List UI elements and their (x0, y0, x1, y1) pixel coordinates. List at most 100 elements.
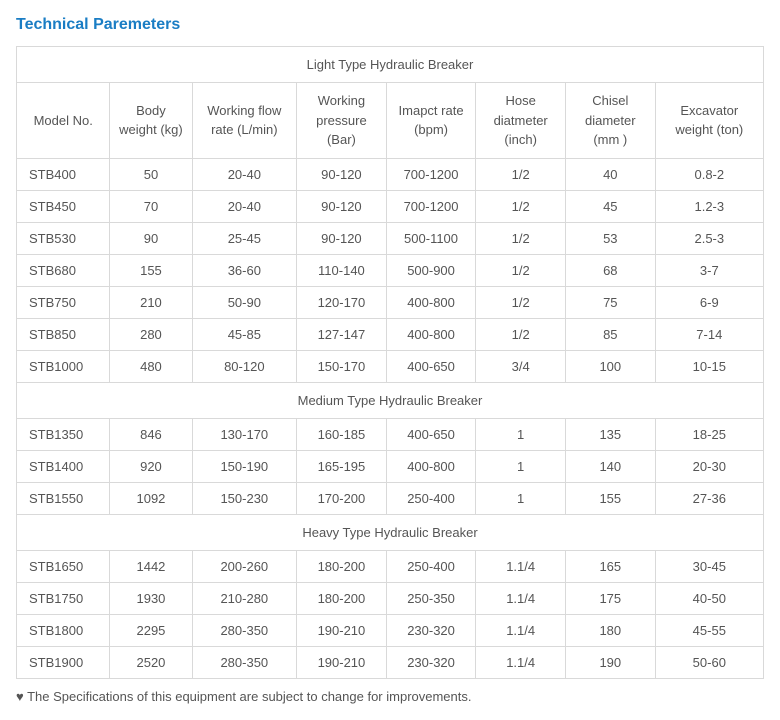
column-header: Body weight (kg) (110, 83, 192, 159)
table-row: STB4005020-4090-120700-12001/2400.8-2 (17, 158, 764, 190)
cell-value: 140 (565, 450, 655, 482)
column-header: Model No. (17, 83, 110, 159)
cell-model: STB1750 (17, 582, 110, 614)
cell-value: 200-260 (192, 550, 297, 582)
cell-value: 45-55 (655, 614, 763, 646)
table-row: STB16501442200-260180-200250-4001.1/4165… (17, 550, 764, 582)
cell-value: 150-230 (192, 482, 297, 514)
cell-value: 700-1200 (386, 190, 476, 222)
cell-value: 53 (565, 222, 655, 254)
table-row: STB18002295280-350190-210230-3201.1/4180… (17, 614, 764, 646)
table-row: STB68015536-60110-140500-9001/2683-7 (17, 254, 764, 286)
cell-value: 7-14 (655, 318, 763, 350)
cell-value: 80-120 (192, 350, 297, 382)
cell-value: 90-120 (297, 158, 387, 190)
cell-value: 45-85 (192, 318, 297, 350)
cell-value: 250-400 (386, 550, 476, 582)
cell-value: 27-36 (655, 482, 763, 514)
cell-value: 150-190 (192, 450, 297, 482)
cell-value: 90 (110, 222, 192, 254)
cell-value: 190-210 (297, 646, 387, 678)
cell-model: STB530 (17, 222, 110, 254)
cell-value: 400-800 (386, 318, 476, 350)
table-row: STB75021050-90120-170400-8001/2756-9 (17, 286, 764, 318)
cell-value: 1 (476, 418, 566, 450)
cell-value: 20-30 (655, 450, 763, 482)
cell-value: 250-400 (386, 482, 476, 514)
cell-value: 50-90 (192, 286, 297, 318)
column-header: Working pressure (Bar) (297, 83, 387, 159)
column-header: Imapct rate (bpm) (386, 83, 476, 159)
cell-value: 6-9 (655, 286, 763, 318)
cell-value: 155 (110, 254, 192, 286)
table-row: STB5309025-4590-120500-11001/2532.5-3 (17, 222, 764, 254)
cell-value: 165-195 (297, 450, 387, 482)
cell-value: 1092 (110, 482, 192, 514)
column-header: Working flow rate (L/min) (192, 83, 297, 159)
cell-value: 400-650 (386, 350, 476, 382)
cell-model: STB450 (17, 190, 110, 222)
cell-value: 180 (565, 614, 655, 646)
cell-value: 155 (565, 482, 655, 514)
cell-value: 3-7 (655, 254, 763, 286)
table-row: STB100048080-120150-170400-6503/410010-1… (17, 350, 764, 382)
cell-model: STB400 (17, 158, 110, 190)
cell-value: 1/2 (476, 254, 566, 286)
cell-value: 1442 (110, 550, 192, 582)
cell-value: 40 (565, 158, 655, 190)
cell-value: 3/4 (476, 350, 566, 382)
column-header-row: Model No.Body weight (kg)Working flow ra… (17, 83, 764, 159)
cell-value: 150-170 (297, 350, 387, 382)
cell-value: 400-800 (386, 286, 476, 318)
cell-model: STB850 (17, 318, 110, 350)
cell-value: 85 (565, 318, 655, 350)
cell-value: 20-40 (192, 190, 297, 222)
section-header: Medium Type Hydraulic Breaker (17, 382, 764, 418)
table-row: STB4507020-4090-120700-12001/2451.2-3 (17, 190, 764, 222)
cell-model: STB750 (17, 286, 110, 318)
cell-value: 400-650 (386, 418, 476, 450)
cell-value: 1 (476, 450, 566, 482)
table-row: STB17501930210-280180-200250-3501.1/4175… (17, 582, 764, 614)
cell-value: 1/2 (476, 190, 566, 222)
cell-value: 1/2 (476, 222, 566, 254)
cell-value: 700-1200 (386, 158, 476, 190)
cell-value: 175 (565, 582, 655, 614)
cell-value: 0.8-2 (655, 158, 763, 190)
cell-value: 20-40 (192, 158, 297, 190)
cell-value: 70 (110, 190, 192, 222)
table-row: STB1400920150-190165-195400-800114020-30 (17, 450, 764, 482)
cell-value: 68 (565, 254, 655, 286)
cell-value: 250-350 (386, 582, 476, 614)
cell-value: 1/2 (476, 318, 566, 350)
cell-model: STB1000 (17, 350, 110, 382)
cell-value: 50 (110, 158, 192, 190)
cell-value: 190-210 (297, 614, 387, 646)
cell-model: STB680 (17, 254, 110, 286)
cell-model: STB1900 (17, 646, 110, 678)
cell-value: 100 (565, 350, 655, 382)
table-row: STB15501092150-230170-200250-400115527-3… (17, 482, 764, 514)
page-title: Technical Paremeters (16, 16, 764, 34)
parameters-table: Light Type Hydraulic BreakerModel No.Bod… (16, 46, 764, 679)
cell-model: STB1550 (17, 482, 110, 514)
column-header: Hose diatmeter (inch) (476, 83, 566, 159)
table-row: STB19002520280-350190-210230-3201.1/4190… (17, 646, 764, 678)
cell-value: 40-50 (655, 582, 763, 614)
cell-value: 1/2 (476, 158, 566, 190)
cell-value: 1.2-3 (655, 190, 763, 222)
cell-model: STB1400 (17, 450, 110, 482)
column-header: Excavator weight (ton) (655, 83, 763, 159)
cell-value: 480 (110, 350, 192, 382)
cell-value: 130-170 (192, 418, 297, 450)
cell-value: 280 (110, 318, 192, 350)
cell-value: 230-320 (386, 614, 476, 646)
cell-value: 180-200 (297, 582, 387, 614)
cell-value: 1 (476, 482, 566, 514)
cell-value: 45 (565, 190, 655, 222)
cell-value: 280-350 (192, 614, 297, 646)
cell-value: 1.1/4 (476, 582, 566, 614)
cell-value: 127-147 (297, 318, 387, 350)
cell-model: STB1650 (17, 550, 110, 582)
cell-model: STB1350 (17, 418, 110, 450)
